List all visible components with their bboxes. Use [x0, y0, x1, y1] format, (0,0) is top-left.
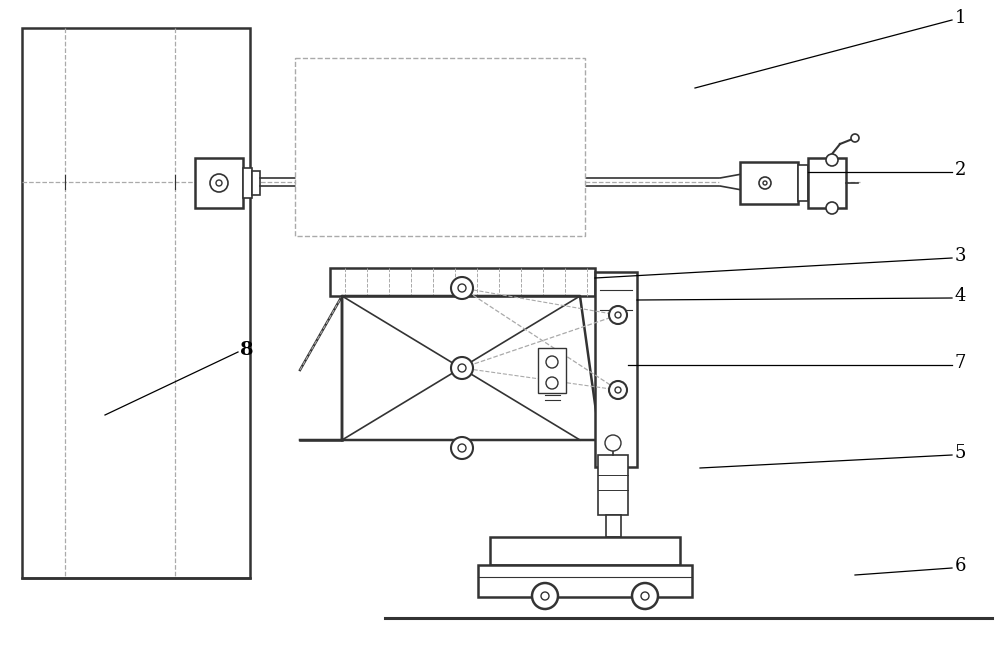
Bar [195, 158, 243, 208]
Circle shape [605, 435, 621, 451]
Circle shape [609, 381, 627, 399]
Circle shape [546, 356, 558, 368]
Circle shape [216, 180, 222, 186]
Text: 2: 2 [955, 161, 966, 179]
Circle shape [609, 306, 627, 324]
Circle shape [632, 583, 658, 609]
Text: 7: 7 [955, 354, 966, 372]
Circle shape [541, 592, 549, 600]
Text: 1: 1 [955, 9, 966, 27]
Circle shape [615, 312, 621, 318]
Bar [490, 537, 680, 565]
Text: 3: 3 [955, 247, 966, 265]
Text: 5: 5 [955, 444, 966, 462]
Bar [595, 272, 637, 467]
Circle shape [458, 284, 466, 292]
Circle shape [451, 437, 473, 459]
Polygon shape [720, 174, 742, 190]
Circle shape [546, 377, 558, 389]
Bar [606, 515, 621, 537]
Bar [478, 565, 692, 597]
Circle shape [851, 134, 859, 142]
Bar [295, 58, 585, 236]
Circle shape [458, 364, 466, 372]
Bar [538, 348, 566, 393]
Circle shape [458, 444, 466, 452]
Circle shape [451, 357, 473, 379]
Bar [243, 168, 252, 198]
Bar [740, 162, 798, 204]
Text: 4: 4 [955, 287, 966, 305]
Circle shape [759, 177, 771, 189]
Text: 8: 8 [240, 341, 254, 359]
Text: 6: 6 [955, 557, 966, 575]
Bar [252, 171, 260, 195]
Circle shape [615, 387, 621, 393]
Circle shape [210, 174, 228, 192]
Bar [22, 28, 250, 578]
Circle shape [451, 277, 473, 299]
Bar [598, 455, 628, 515]
Bar [808, 158, 846, 208]
Circle shape [826, 154, 838, 166]
Bar [798, 165, 808, 201]
Circle shape [532, 583, 558, 609]
Bar [330, 268, 595, 296]
Circle shape [826, 202, 838, 214]
Circle shape [763, 181, 767, 185]
Circle shape [641, 592, 649, 600]
